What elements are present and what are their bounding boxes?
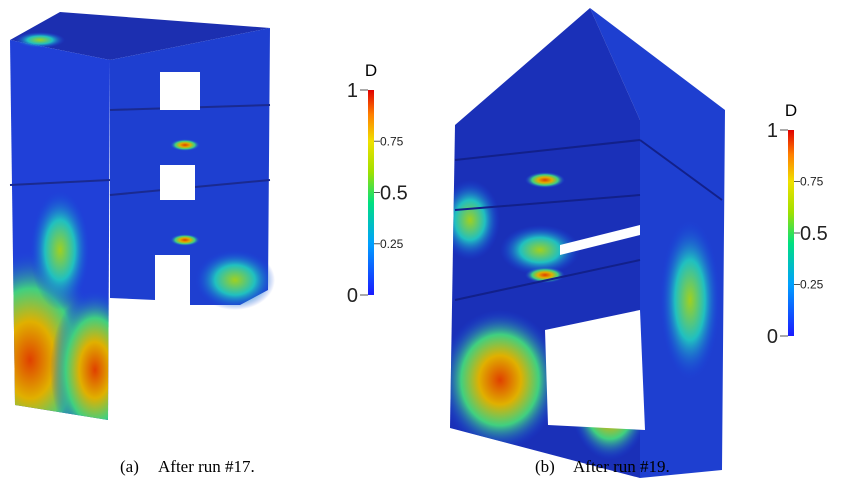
caption: After run #17.: [158, 457, 255, 476]
tick-label: 0.25: [800, 278, 824, 292]
caption: After run #19.: [573, 457, 670, 476]
panel-label: (b): [535, 457, 555, 476]
tick-label: 0.5: [380, 183, 408, 205]
render-b: [450, 8, 725, 478]
tick-label: 0.25: [380, 237, 404, 251]
tick-label: 0.75: [380, 134, 404, 148]
colorbar: [368, 90, 374, 295]
render-a: [9, 12, 275, 420]
colorbar-title: D: [785, 101, 797, 120]
colorbar-title: D: [365, 61, 377, 80]
tick-label: 1: [347, 80, 358, 102]
tick-label: 1: [767, 120, 778, 142]
panel-label: (a): [120, 457, 139, 476]
tick-label: 0.5: [800, 223, 828, 245]
tick-label: 0: [347, 285, 358, 307]
tick-label: 0: [767, 326, 778, 348]
tick-label: 0.75: [800, 175, 824, 189]
colorbar: [788, 130, 794, 336]
